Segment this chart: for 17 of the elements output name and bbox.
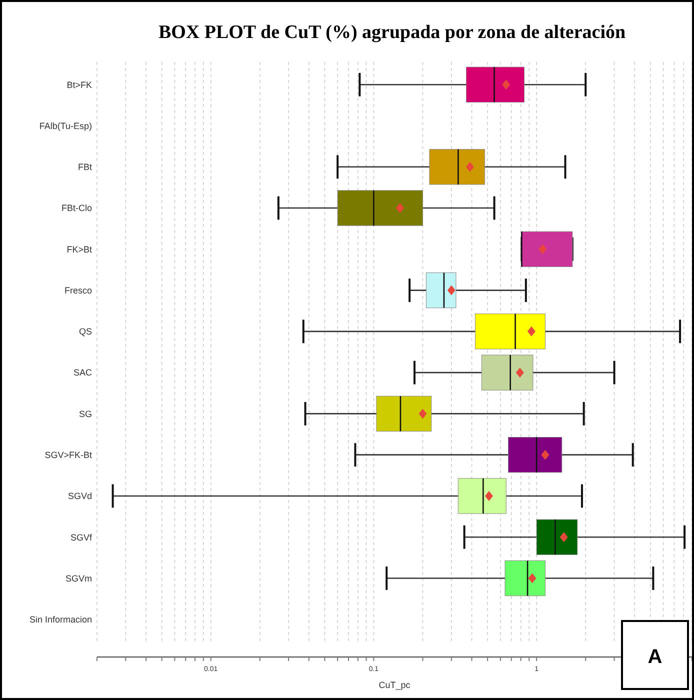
y-tick-label: QS [78,326,92,337]
y-tick-label: FBt-Clo [61,203,92,214]
y-tick-label: SGVd [68,491,92,502]
y-tick-label: FAlb(Tu-Esp) [39,120,92,131]
y-tick-label: Bt>FK [66,80,92,90]
y-tick-label: SAC [73,368,92,378]
y-tick-label: FBt [78,162,92,172]
y-tick-label: Fresco [64,285,92,296]
text: A [648,646,662,668]
y-tick-label: FK>Bt [66,244,92,254]
y-tick-label: SGV>FK-Bt [44,450,92,460]
y-tick-label: Sin Informacion [29,614,92,625]
y-tick-label: SG [78,408,92,419]
x-axis-title: CuT_pc [378,680,411,690]
y-tick-label: SGVm [65,573,92,584]
y-tick-label: SGVf [70,532,92,542]
chart-title: BOX PLOT de CuT (%) agrupada por zona de alteración [158,22,626,43]
